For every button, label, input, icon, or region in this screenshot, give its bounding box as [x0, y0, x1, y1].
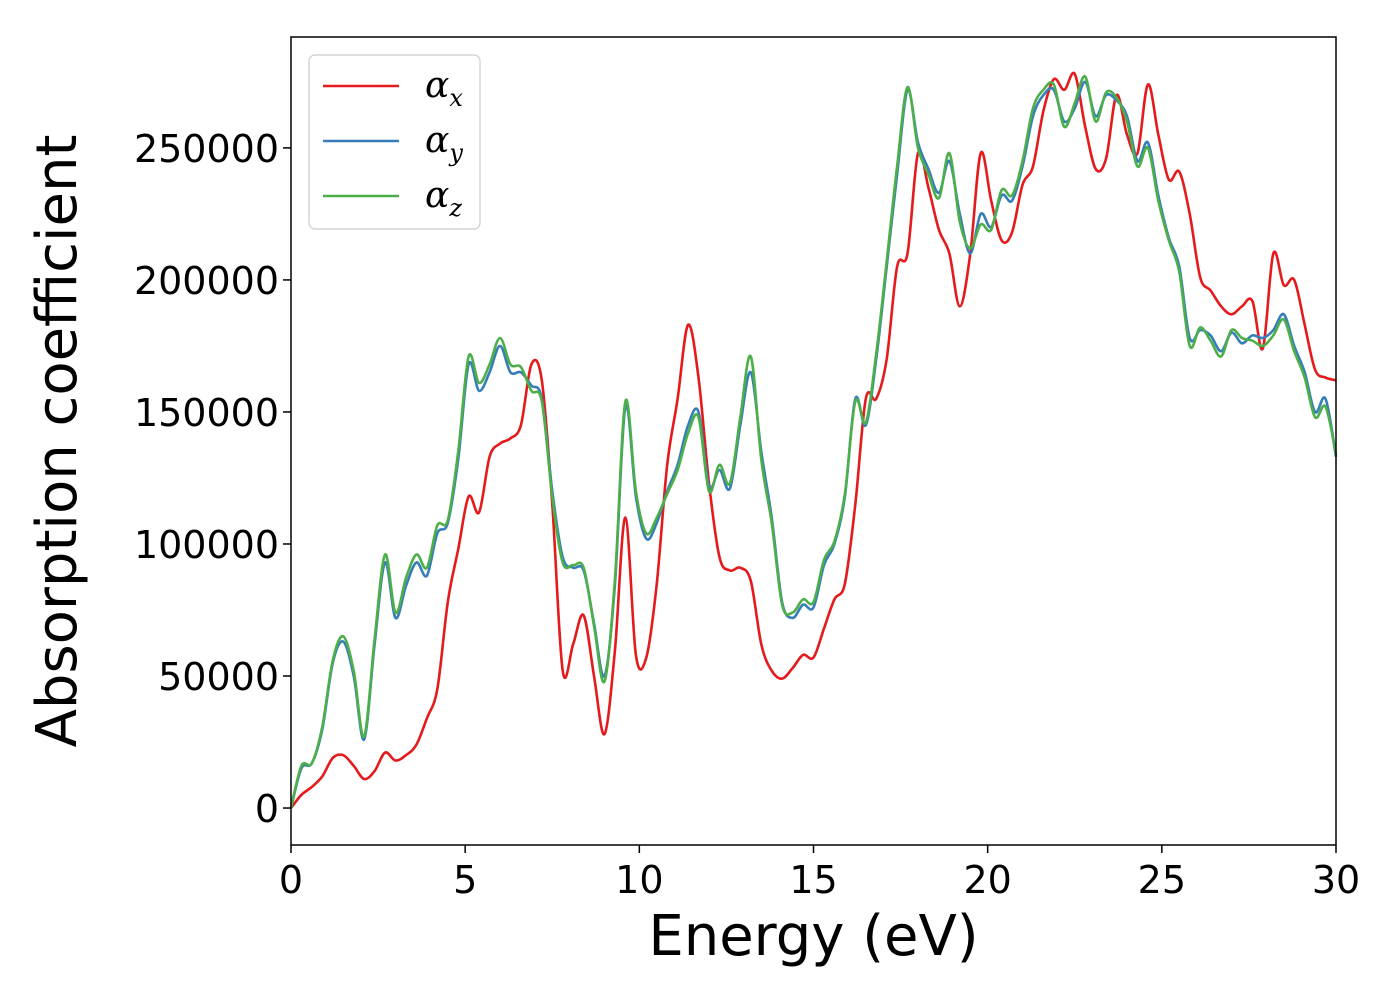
x-tick-label: 15 — [789, 858, 837, 902]
x-tick-label: 25 — [1138, 858, 1186, 902]
series-layer — [289, 71, 1338, 809]
series-line-z — [289, 75, 1338, 809]
x-tick-label: 0 — [279, 858, 303, 902]
legend-label-x: αx — [425, 65, 463, 112]
x-tick-label: 5 — [453, 858, 477, 902]
x-tick-label: 30 — [1312, 858, 1360, 902]
legend-label-y: αy — [425, 120, 463, 167]
y-tick-label: 100000 — [134, 523, 279, 567]
y-axis-label: Absorption coefficient — [25, 135, 90, 748]
legend: αx αy αz — [308, 54, 481, 230]
y-tick-label: 150000 — [134, 391, 279, 435]
x-axis-label: Energy (eV) — [648, 904, 978, 969]
y-tick-label: 200000 — [134, 259, 279, 303]
x-tick-label: 10 — [615, 858, 663, 902]
series-line-x — [289, 71, 1337, 809]
y-tick-label: 0 — [255, 787, 279, 831]
x-tick-label: 20 — [963, 858, 1011, 902]
legend-label-z: αz — [425, 175, 462, 222]
tick-layer: 0 5 10 15 20 25 30 0 50000 100000 150000 200000 2500… — [134, 127, 1360, 902]
y-tick-label: 50000 — [158, 655, 279, 699]
y-tick-label: 250000 — [134, 127, 279, 171]
